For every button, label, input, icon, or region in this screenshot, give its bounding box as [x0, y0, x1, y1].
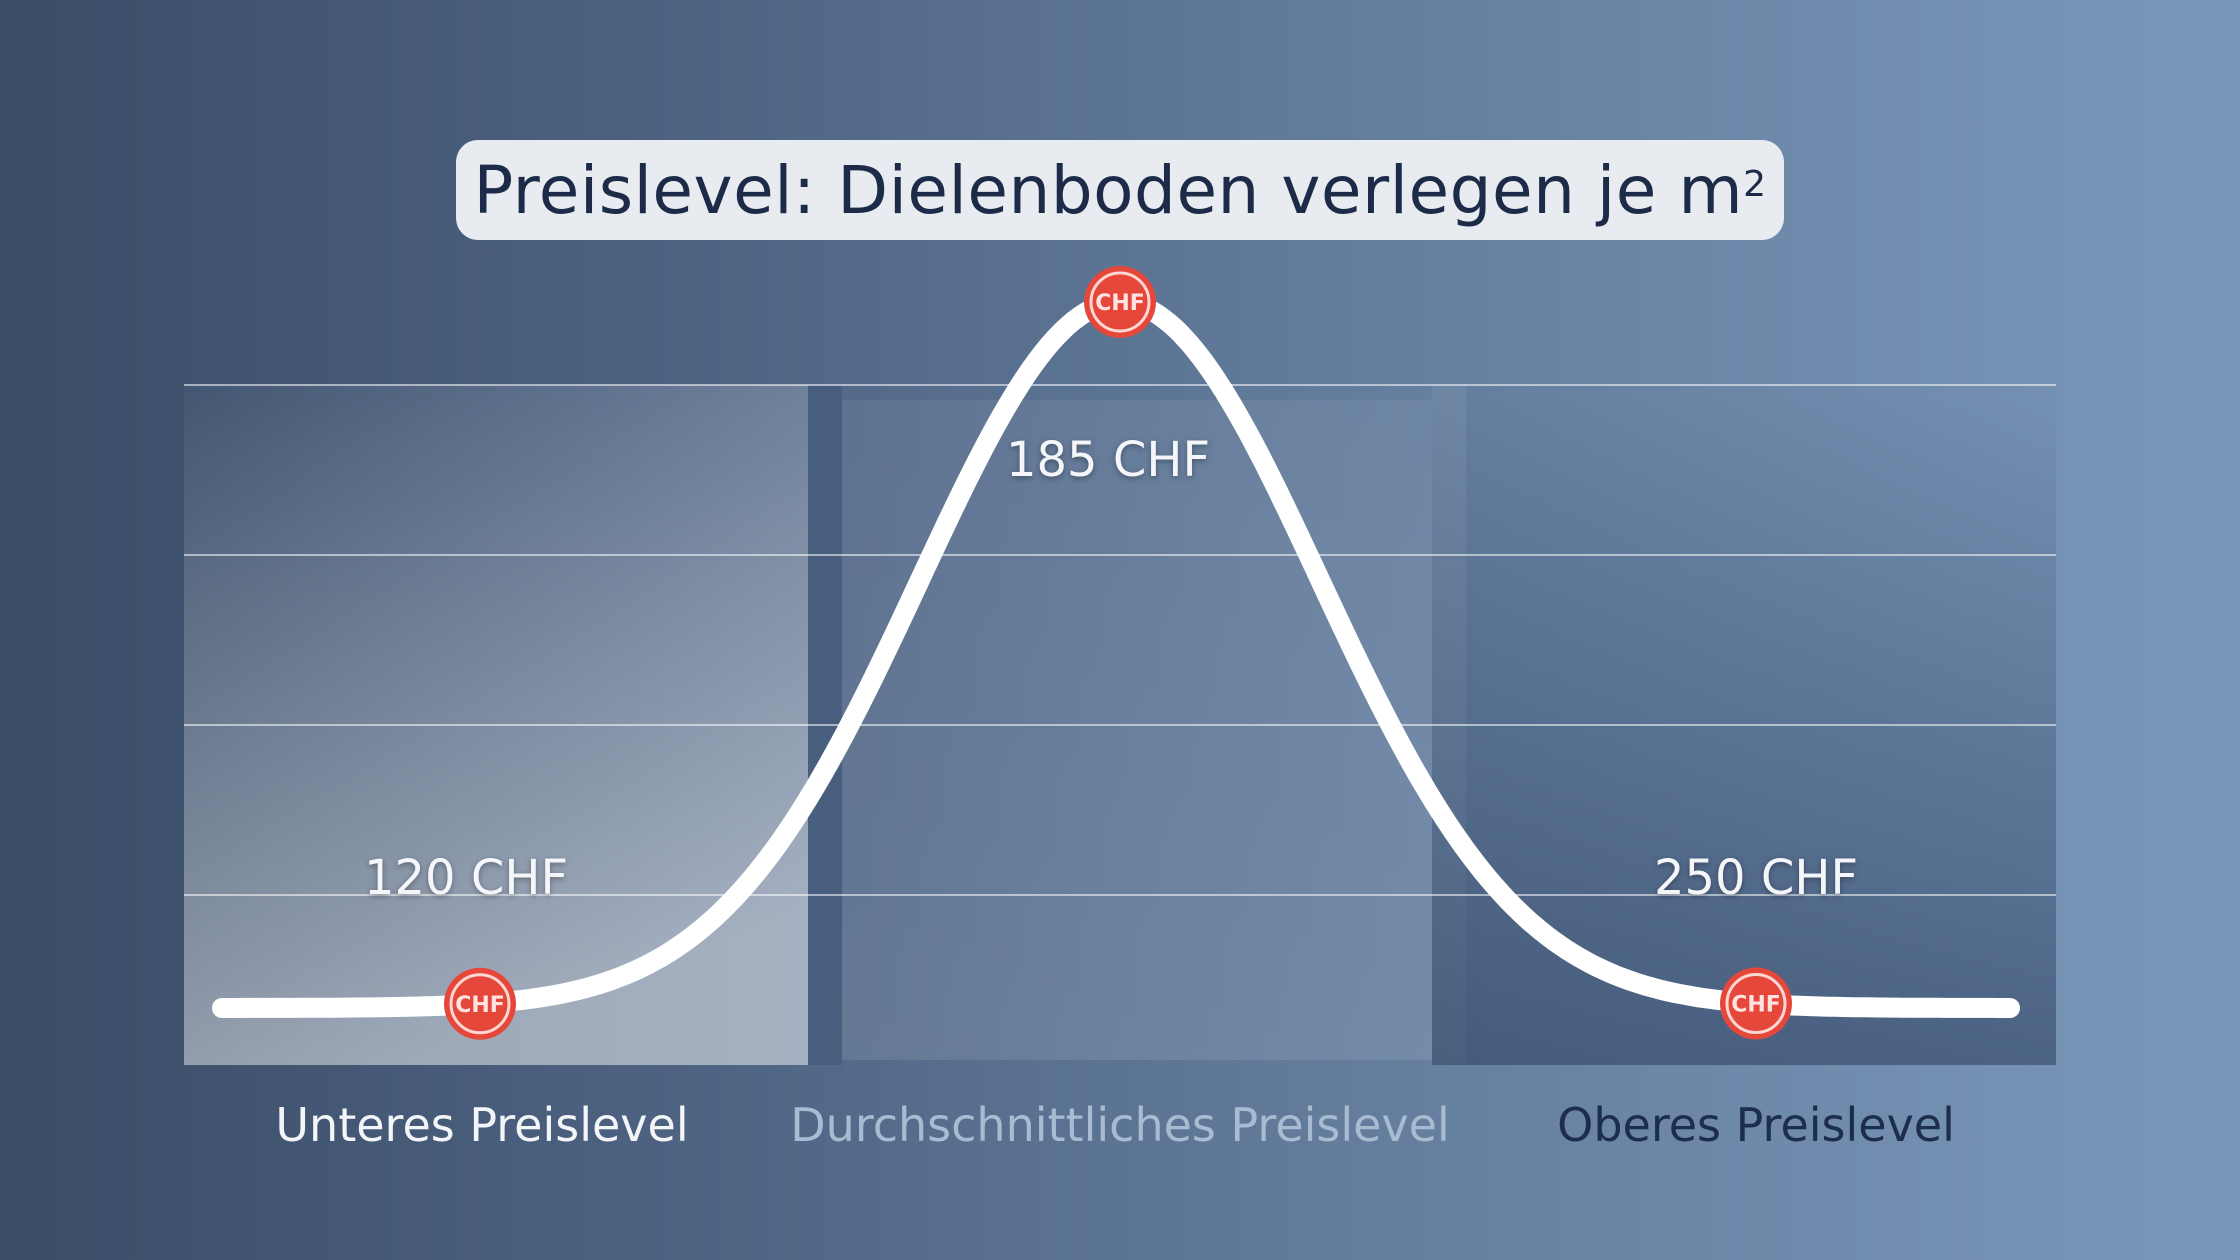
marker-low: CHF: [444, 967, 516, 1040]
price-label-average: 185 CHF: [1005, 432, 1211, 488]
price-label-high: 250 CHF: [1653, 850, 1859, 906]
marker-average: CHF: [1084, 266, 1156, 338]
price-label-low: 120 CHF: [363, 850, 569, 906]
marker-ring: [1084, 266, 1156, 338]
chart-title-text: Preislevel: Dielenboden verlegen je m: [473, 151, 1744, 229]
marker-ring: [444, 967, 516, 1040]
price-markers: CHF CHF CHF: [444, 266, 1792, 1040]
marker-high: CHF: [1720, 967, 1792, 1040]
marker-inner-ring: [449, 973, 511, 1035]
category-label-average: Durchschnittliches Preislevel: [790, 1098, 1450, 1152]
chart-title-superscript: 2: [1743, 163, 1767, 205]
category-label-low: Unteres Preislevel: [275, 1098, 689, 1152]
marker-label: CHF: [455, 993, 505, 1018]
marker-inner-ring: [1725, 973, 1787, 1035]
category-label-high: Oberes Preislevel: [1557, 1098, 1955, 1152]
marker-label: CHF: [1731, 993, 1781, 1018]
band-mid: [842, 400, 1432, 1060]
marker-label: CHF: [1095, 291, 1145, 316]
marker-ring: [1720, 967, 1792, 1040]
marker-inner-ring: [1089, 271, 1151, 333]
